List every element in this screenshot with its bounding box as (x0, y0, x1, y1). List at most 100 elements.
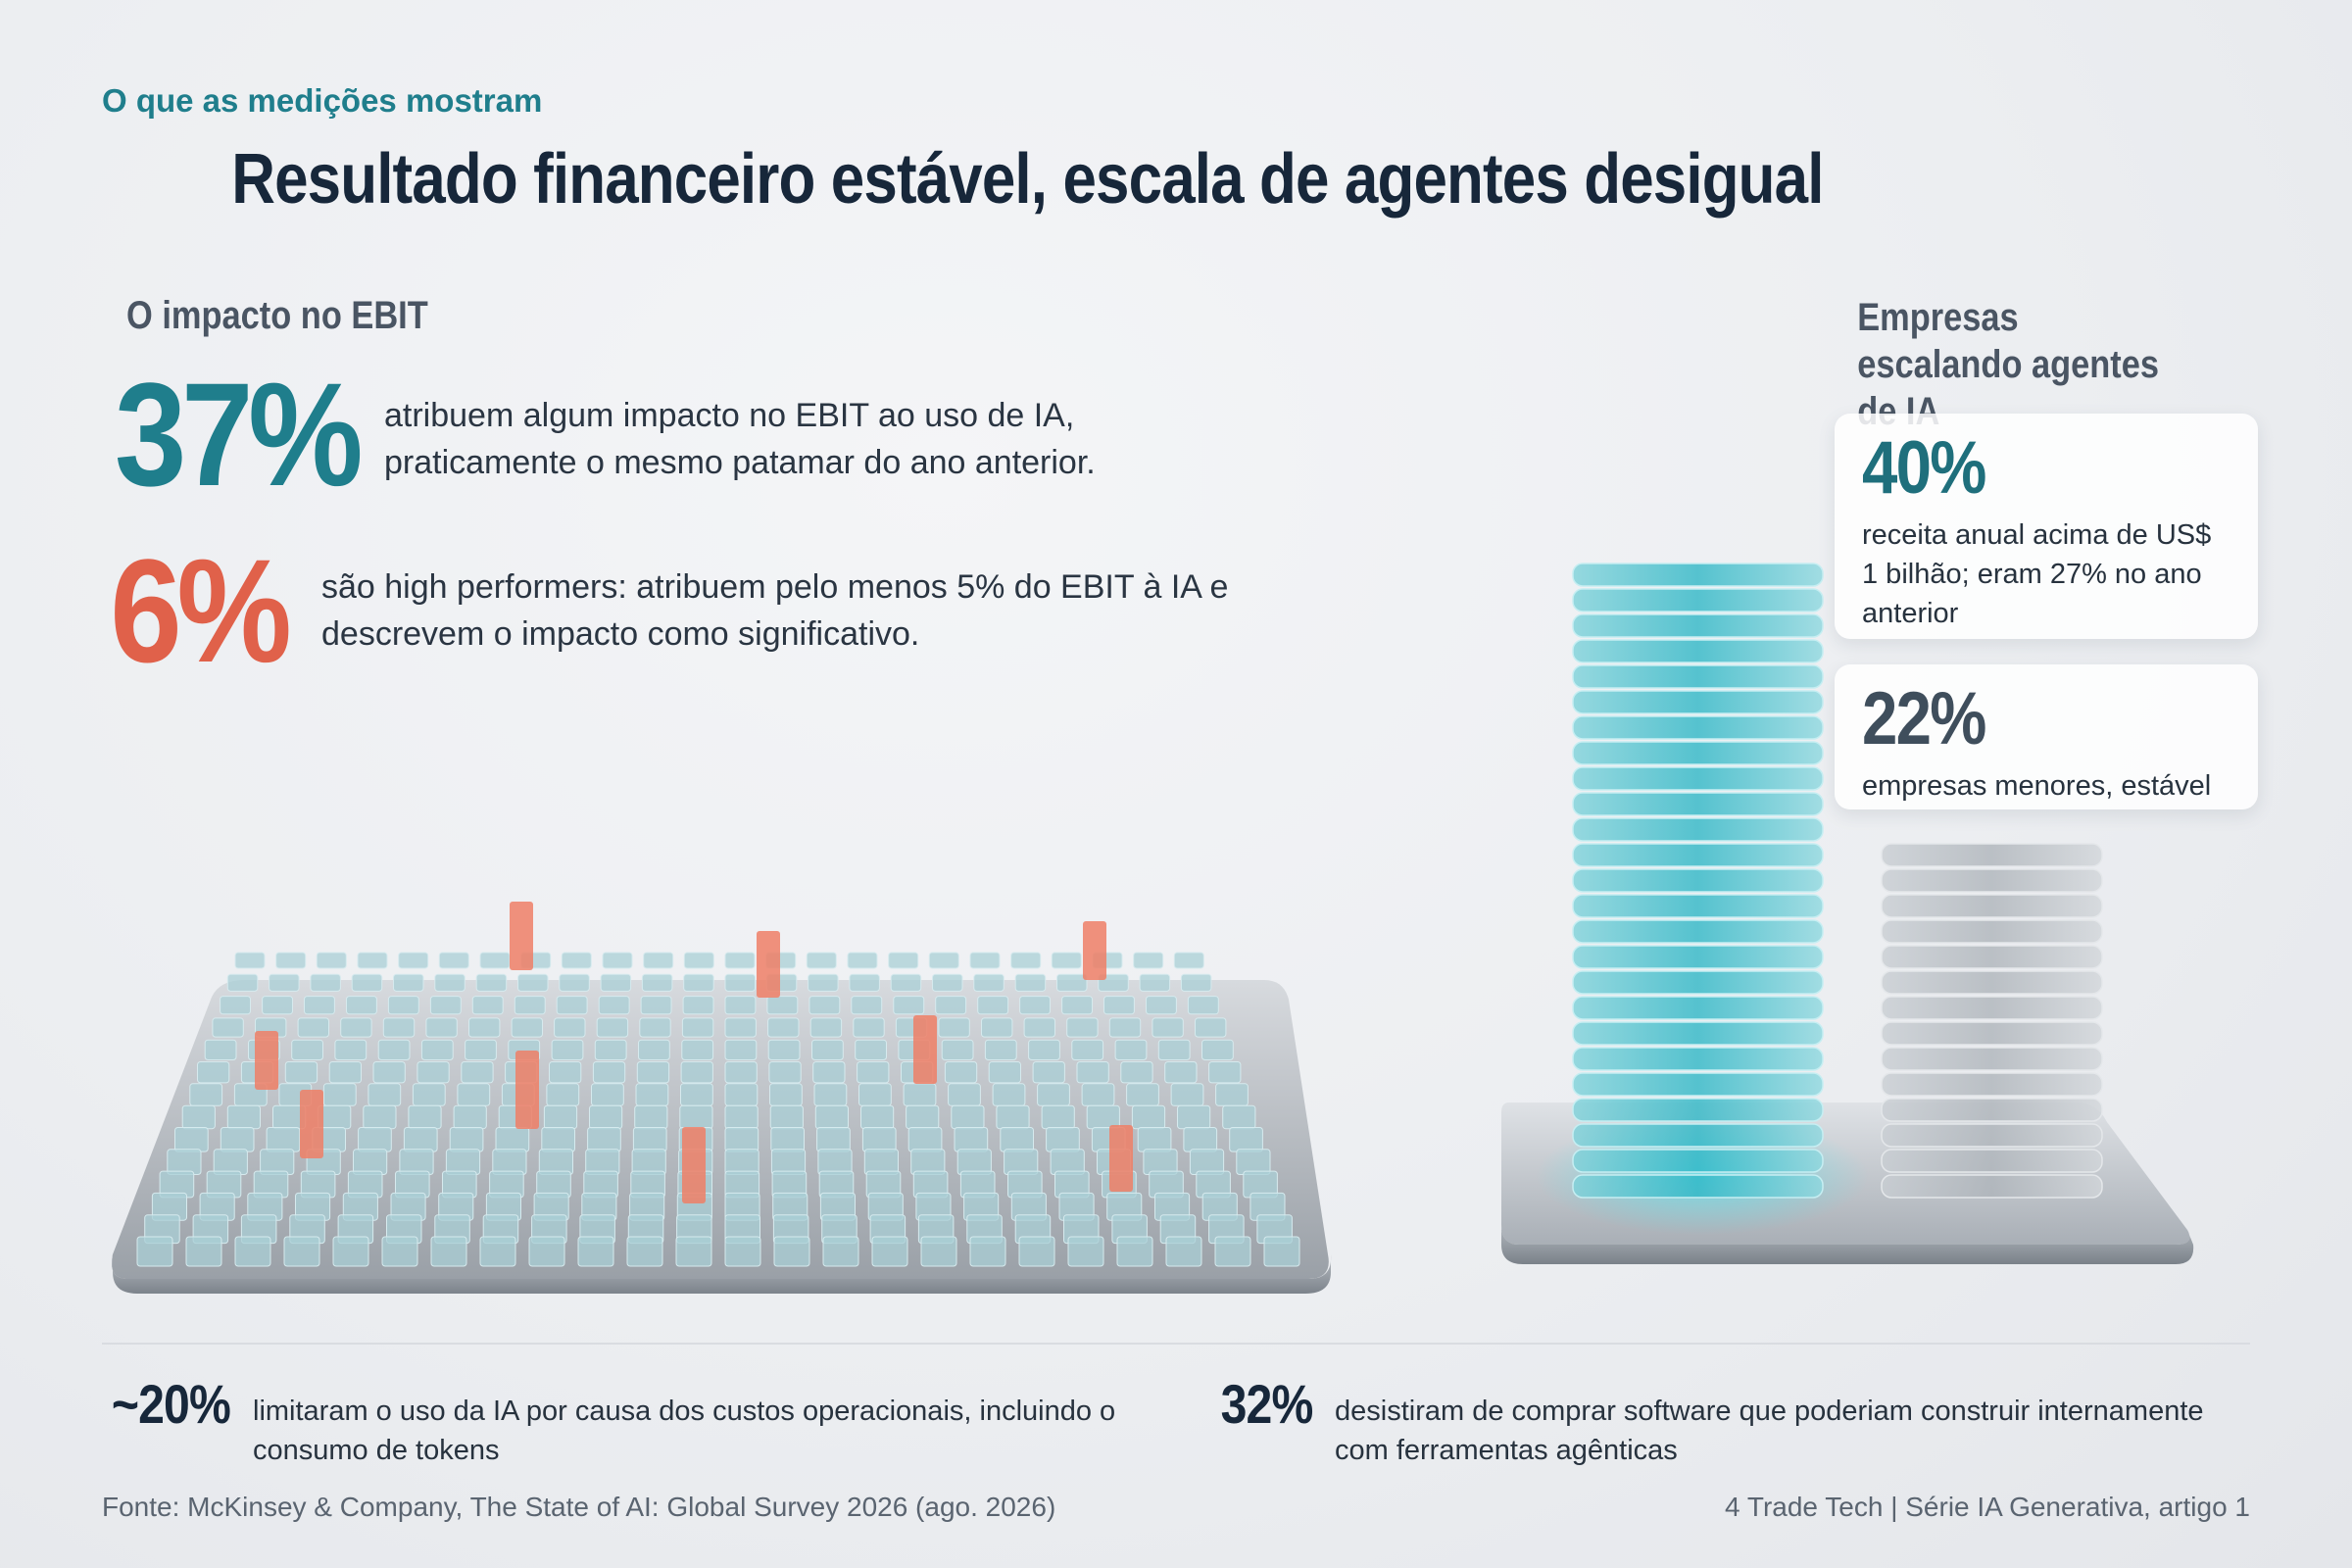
grid-cube (453, 1104, 487, 1130)
grid-cube (847, 952, 878, 969)
tower-teal-slab (1572, 613, 1824, 638)
grid-cube (857, 1061, 890, 1084)
grid-cube (1023, 1017, 1055, 1038)
grid-cube (226, 1104, 262, 1130)
grid-cube (1173, 952, 1204, 969)
grid-cube (639, 1017, 671, 1038)
grid-cube (283, 1236, 320, 1267)
grid-cube (372, 1061, 406, 1084)
grid-cube (767, 1039, 801, 1060)
grid-cube (332, 1236, 369, 1267)
grid-cube (1201, 1039, 1234, 1060)
tower-gray-slab (1881, 1149, 2103, 1173)
grid-cube (495, 1127, 530, 1152)
tower-gray-slab (1881, 1047, 2103, 1071)
grid-cube (403, 1127, 438, 1152)
grid-cube (724, 1127, 760, 1152)
tower-gray-slab (1881, 945, 2103, 969)
grid-cube (944, 1061, 978, 1084)
grid-cube (511, 1017, 544, 1038)
tower-teal-slab (1572, 894, 1824, 918)
grid-cube (357, 952, 388, 969)
grid-cube (429, 996, 462, 1015)
tower-teal-slab (1572, 868, 1824, 893)
small-companies-stat: 22% (1862, 677, 1986, 760)
grid-cube (189, 1083, 223, 1106)
tower-teal-slab (1572, 1047, 1824, 1071)
grid-cube (1165, 1236, 1202, 1267)
grid-cube (594, 1039, 627, 1060)
grid-cube (346, 996, 377, 1015)
cost-limit-text: limitaram o uso da IA por causa dos cust… (253, 1396, 1116, 1466)
grid-cube (204, 1039, 237, 1060)
grid-cube (1195, 1017, 1227, 1038)
tower-gray-slab (1881, 1021, 2103, 1046)
grid-cube (992, 1083, 1026, 1106)
small-companies-text: empresas menores, estável (1862, 770, 2212, 802)
grid-cube (1000, 1127, 1034, 1152)
grid-cube (1018, 1236, 1055, 1267)
grid-cube (382, 1017, 416, 1038)
grid-cube (1032, 1061, 1065, 1084)
grid-cube (381, 1236, 418, 1267)
grid-cube (546, 1083, 580, 1106)
grid-cube (592, 1061, 626, 1084)
grid-cube (1067, 1236, 1104, 1267)
tower-teal-slab (1572, 843, 1824, 867)
grid-cube (465, 1039, 497, 1060)
grid-cube (1014, 973, 1047, 992)
grid-cube (682, 996, 714, 1015)
grid-cube (197, 1061, 230, 1084)
grid-cube (853, 1017, 885, 1038)
grid-cube (468, 1017, 501, 1038)
grid-cube (816, 1127, 851, 1152)
grid-cube (724, 1061, 758, 1084)
grid-cube (724, 1039, 758, 1060)
tower-teal-slab (1572, 766, 1824, 791)
grid-cube (328, 1061, 362, 1084)
large-companies-stat: 40% (1862, 426, 1986, 510)
grid-cube (1056, 973, 1088, 992)
grid-cube (275, 952, 307, 969)
tower-teal-slab (1572, 996, 1824, 1020)
grid-cube (860, 1104, 895, 1130)
grid-cube (683, 952, 714, 969)
high-performers-text: são high performers: atribuem pelo menos… (321, 568, 1229, 653)
grid-cube (988, 1061, 1022, 1084)
grid-cube (724, 952, 756, 969)
grid-cube (1046, 1127, 1080, 1152)
grid-cube (551, 1039, 584, 1060)
tower-gray-slab (1881, 996, 2103, 1020)
grid-cube (1037, 1083, 1070, 1106)
grid-cube (449, 1127, 484, 1152)
grid-cube (185, 1236, 222, 1267)
tower-teal-slab (1572, 970, 1824, 995)
grid-cube (1215, 1083, 1249, 1106)
grid-cube (528, 1236, 565, 1267)
highlight-pillar (1083, 921, 1106, 980)
source-note: Fonte: McKinsey & Company, The State of … (102, 1492, 1056, 1522)
grid-cube (767, 1017, 800, 1038)
grid-cube (174, 1127, 209, 1152)
grid-cube (768, 1061, 802, 1084)
tower-teal-slab (1572, 1149, 1824, 1173)
grid-cube (906, 1104, 940, 1130)
grid-cube (888, 952, 919, 969)
grid-cube (541, 1127, 575, 1152)
grid-cube (1177, 1104, 1211, 1130)
build-internally-text: desistiram de comprar software que poder… (1335, 1396, 2204, 1466)
grid-cube (638, 1039, 670, 1060)
tower-teal-slab (1572, 945, 1824, 969)
grid-cube (861, 1127, 897, 1152)
tower-gray-slab (1881, 1098, 2103, 1122)
grid-cube (871, 1236, 908, 1267)
grid-cube (234, 1236, 271, 1267)
tower-teal-slab (1572, 690, 1824, 714)
tower-teal-slab (1572, 1098, 1824, 1122)
grid-cube (920, 1236, 957, 1267)
tower-teal-slab (1572, 588, 1824, 612)
grid-cube (1146, 996, 1177, 1015)
grid-cube (136, 1236, 173, 1267)
grid-cube (1208, 1061, 1242, 1084)
grid-cube (1152, 1017, 1184, 1038)
